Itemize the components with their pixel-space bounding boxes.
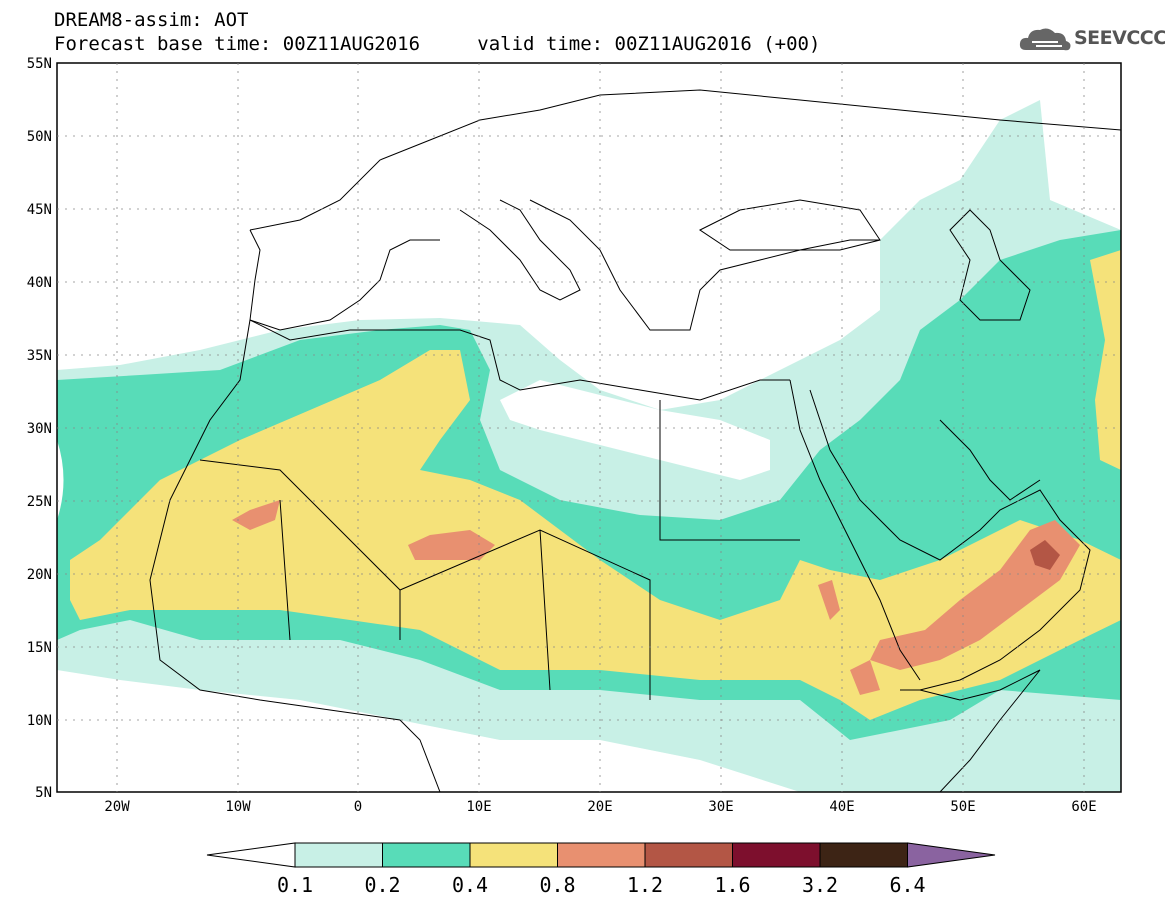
gridlines [57, 63, 1121, 792]
plot-frame [56, 62, 1122, 793]
coast-italy [459, 199, 581, 301]
lat-labels: 55N 50N 45N 40N 35N 30N 25N 20N 15N 10N … [27, 56, 52, 801]
lat-label: 50N [27, 129, 52, 145]
colorbar-segment [644, 842, 733, 868]
colorbar-label: 0.2 [364, 873, 400, 897]
colorbar-label: 1.6 [714, 873, 750, 897]
cloud-icon [1019, 28, 1071, 51]
lat-label: 10N [27, 713, 52, 729]
lon-label: 60E [1071, 799, 1096, 815]
lat-label: 45N [27, 202, 52, 218]
coast-europe [249, 89, 1121, 231]
aot-band-0-4-east [1090, 250, 1121, 470]
aot-patch-sudan [818, 580, 840, 620]
valid-time: valid time: 00Z11AUG2016 (+00) [477, 33, 821, 55]
lat-label: 20N [27, 567, 52, 583]
colorbar-label: 0.1 [277, 873, 313, 897]
lon-label: 30E [708, 799, 733, 815]
border-saharan [199, 400, 800, 700]
lat-label: 40N [27, 275, 52, 291]
lon-labels: 20W 10W 0 10E 20E 30E 40E 50E 60E [104, 799, 1096, 815]
lon-label: 50E [950, 799, 975, 815]
lat-label: 15N [27, 640, 52, 656]
colorbar-segment [382, 842, 471, 868]
colorbar-label: 1.2 [627, 873, 663, 897]
colorbar-label: 3.2 [802, 873, 838, 897]
colorbar-segment [732, 842, 821, 868]
colorbar-segment [819, 842, 908, 868]
colorbar-label: 6.4 [889, 873, 925, 897]
lat-label: 25N [27, 494, 52, 510]
aot-band-0-2-west-hole [57, 440, 64, 520]
lon-label: 10E [466, 799, 491, 815]
forecast-base-time: Forecast base time: 00Z11AUG2016 [54, 33, 421, 55]
aot-field [57, 100, 1121, 792]
colorbar-over-triangle [907, 842, 996, 868]
time-info-line: Forecast base time: 00Z11AUG2016 valid t… [54, 33, 820, 55]
colorbar-segment [557, 842, 646, 868]
lon-label: 40E [829, 799, 854, 815]
seevccc-logo: SEEVCCC [1018, 24, 1165, 54]
lon-label: 10W [225, 799, 251, 815]
coast-horn [919, 669, 1041, 792]
aot-patch-arabia [870, 520, 1080, 670]
logo-text: SEEVCCC [1074, 27, 1165, 49]
clean-air-region [500, 380, 770, 480]
lon-label: 20W [104, 799, 130, 815]
lat-label: 35N [27, 348, 52, 364]
coast-balkans [529, 199, 880, 331]
lon-label: 20E [587, 799, 612, 815]
aot-patch-yemen [850, 660, 880, 695]
coast-black-sea [699, 199, 881, 251]
aot-patch-algeria [408, 530, 495, 560]
lon-label: 0 [354, 799, 362, 815]
coast-west-africa [149, 319, 441, 792]
coast-red-sea [789, 379, 921, 681]
colorbar-label: 0.4 [452, 873, 488, 897]
aot-patch-arabia-core [1030, 540, 1060, 570]
lat-label: 55N [27, 56, 52, 72]
lat-label: 30N [27, 421, 52, 437]
coast-caspian [949, 209, 1031, 321]
colorbar-under-triangle [206, 842, 296, 868]
coast-arabia [809, 389, 1091, 691]
colorbar-label: 0.8 [539, 873, 575, 897]
aot-band-0-4 [70, 350, 1121, 720]
coast-iberia [249, 229, 440, 331]
colorbar-segment [469, 842, 558, 868]
lat-label: 5N [35, 785, 52, 801]
colorbar-segment [294, 842, 383, 868]
map-title: DREAM8-assim: AOT [54, 9, 249, 31]
colorbar: 0.1 0.2 0.4 0.8 1.2 1.6 3.2 6.4 [206, 842, 996, 897]
coast-north-africa [249, 319, 790, 401]
coastlines [149, 89, 1121, 792]
aot-patch-west-sahara [232, 500, 280, 530]
coast-gulf [939, 419, 1041, 501]
